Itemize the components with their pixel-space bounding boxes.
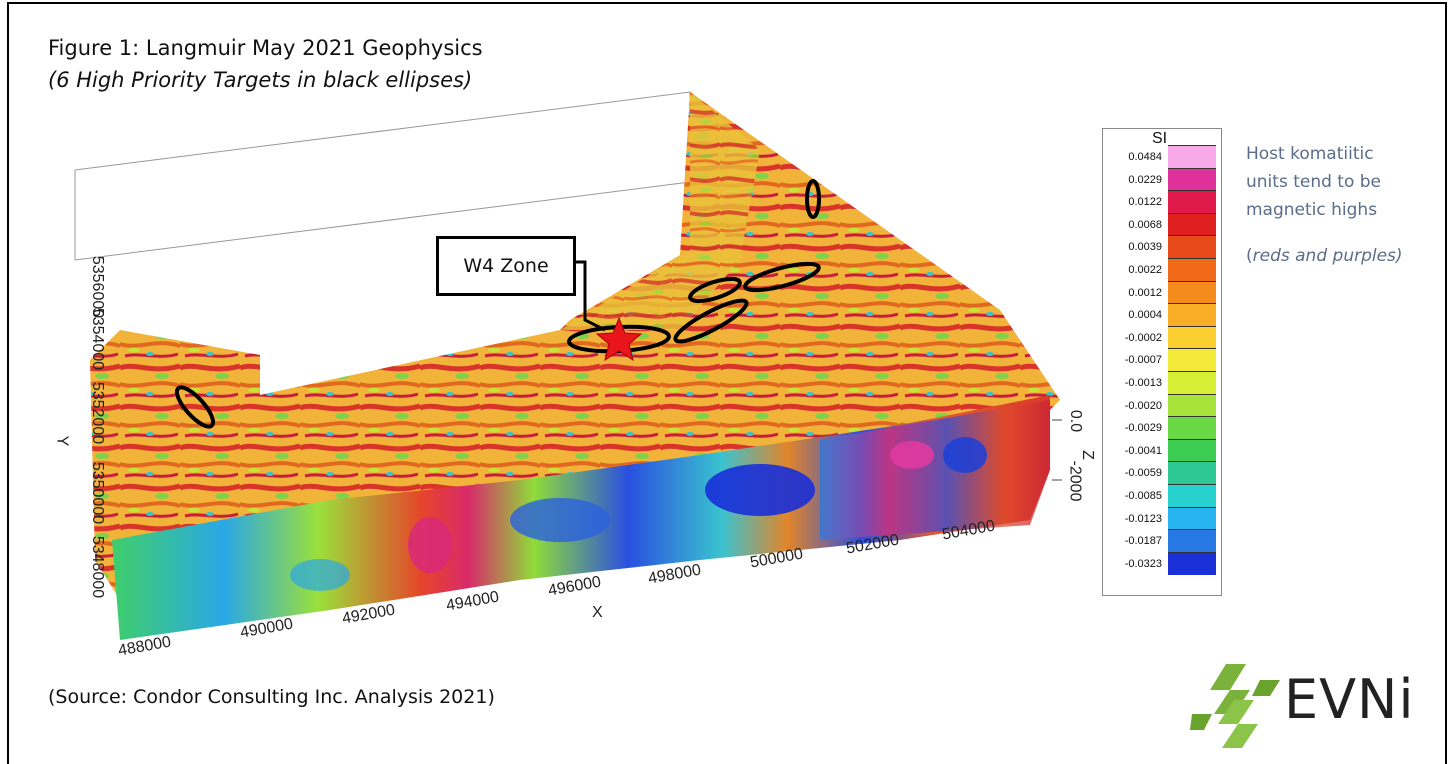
legend-label: 0.0068 <box>1128 218 1162 231</box>
legend-swatch <box>1168 303 1216 327</box>
legend-label: -0.0002 <box>1124 331 1162 344</box>
legend-label: 0.0012 <box>1128 286 1162 299</box>
target-ellipse-5 <box>743 261 821 293</box>
legend-label: -0.0013 <box>1124 377 1162 389</box>
legend-label: -0.0020 <box>1124 399 1162 412</box>
legend-swatch <box>1168 416 1216 440</box>
legend-swatch <box>1168 258 1216 282</box>
legend-swatch <box>1168 461 1216 485</box>
magnetic-note: Host komatiitic units tend to be magneti… <box>1246 140 1381 224</box>
legend-swatch <box>1168 506 1216 531</box>
y-axis-tick-5356000: 5356000 <box>89 255 107 319</box>
w4-zone-star <box>595 316 643 362</box>
legend-swatch <box>1168 145 1216 169</box>
legend-label: -0.0323 <box>1124 557 1162 570</box>
legend-swatch <box>1168 167 1216 192</box>
figure-title: Figure 1: Langmuir May 2021 Geophysics <box>48 36 483 60</box>
legend-swatch <box>1168 348 1216 372</box>
legend-swatch <box>1168 529 1216 553</box>
legend-swatch <box>1168 325 1216 350</box>
source-caption: (Source: Condor Consulting Inc. Analysis… <box>48 686 495 708</box>
legend-swatch <box>1168 551 1216 576</box>
evni-logo-text: EVNi <box>1284 668 1415 731</box>
legend-swatch <box>1168 235 1216 259</box>
legend-label: 0.0484 <box>1128 151 1162 163</box>
legend-swatch <box>1168 190 1216 214</box>
note-paren-open: ( <box>1246 246 1253 266</box>
target-ellipse-4 <box>688 276 742 304</box>
z-axis-tick-2000: -2000 <box>1066 460 1084 502</box>
legend-label: 0.0122 <box>1128 196 1162 209</box>
legend-swatch <box>1168 212 1216 237</box>
z-axis-tick-0: 0.0 <box>1067 409 1085 433</box>
y-axis-tick-5348000: 5348000 <box>89 535 107 599</box>
legend-label: 0.0229 <box>1128 173 1162 186</box>
evni-logo-icon <box>1190 664 1280 748</box>
target-ellipse-3 <box>673 298 749 344</box>
x-axis-label: X <box>592 604 603 621</box>
legend-swatch <box>1168 393 1216 418</box>
z-axis-label: Z <box>1078 450 1096 460</box>
y-axis-tick-5350000: 5350000 <box>89 461 107 525</box>
y-axis-label: Y <box>53 435 71 447</box>
target-ellipse-1 <box>174 385 216 429</box>
target-ellipses <box>174 179 821 429</box>
legend-label: -0.0059 <box>1124 467 1162 480</box>
legend-label: -0.0123 <box>1124 512 1162 525</box>
y-axis-tick-5352000: 5352000 <box>89 381 107 445</box>
legend-label: -0.0029 <box>1124 422 1162 435</box>
legend-label: 0.0004 <box>1128 309 1162 322</box>
legend-swatch <box>1168 484 1216 508</box>
legend-swatch <box>1168 438 1216 463</box>
note-line-3: magnetic highs <box>1246 200 1378 220</box>
w4-zone-callout: W4 Zone <box>436 236 576 296</box>
note-line-2: units tend to be <box>1246 172 1382 192</box>
legend-label: -0.0085 <box>1124 490 1162 502</box>
legend-label: -0.0041 <box>1124 444 1162 457</box>
callout-leader <box>570 260 606 332</box>
legend-swatch <box>1168 280 1216 305</box>
note-parenthetical: (reds and purples) <box>1246 246 1403 266</box>
legend-label: -0.0187 <box>1124 535 1162 548</box>
note-line-1: Host komatiitic <box>1246 144 1374 164</box>
legend-swatch <box>1168 371 1216 395</box>
note-paren-italic: reds and purples) <box>1252 246 1403 266</box>
figure-subtitle: (6 High Priority Targets in black ellips… <box>48 68 473 92</box>
legend-label: 0.0039 <box>1128 241 1162 254</box>
legend-title: SI <box>1152 130 1168 147</box>
target-ellipse-6 <box>805 179 821 219</box>
legend-label: -0.0007 <box>1124 354 1162 367</box>
legend-label: 0.0022 <box>1128 264 1162 276</box>
